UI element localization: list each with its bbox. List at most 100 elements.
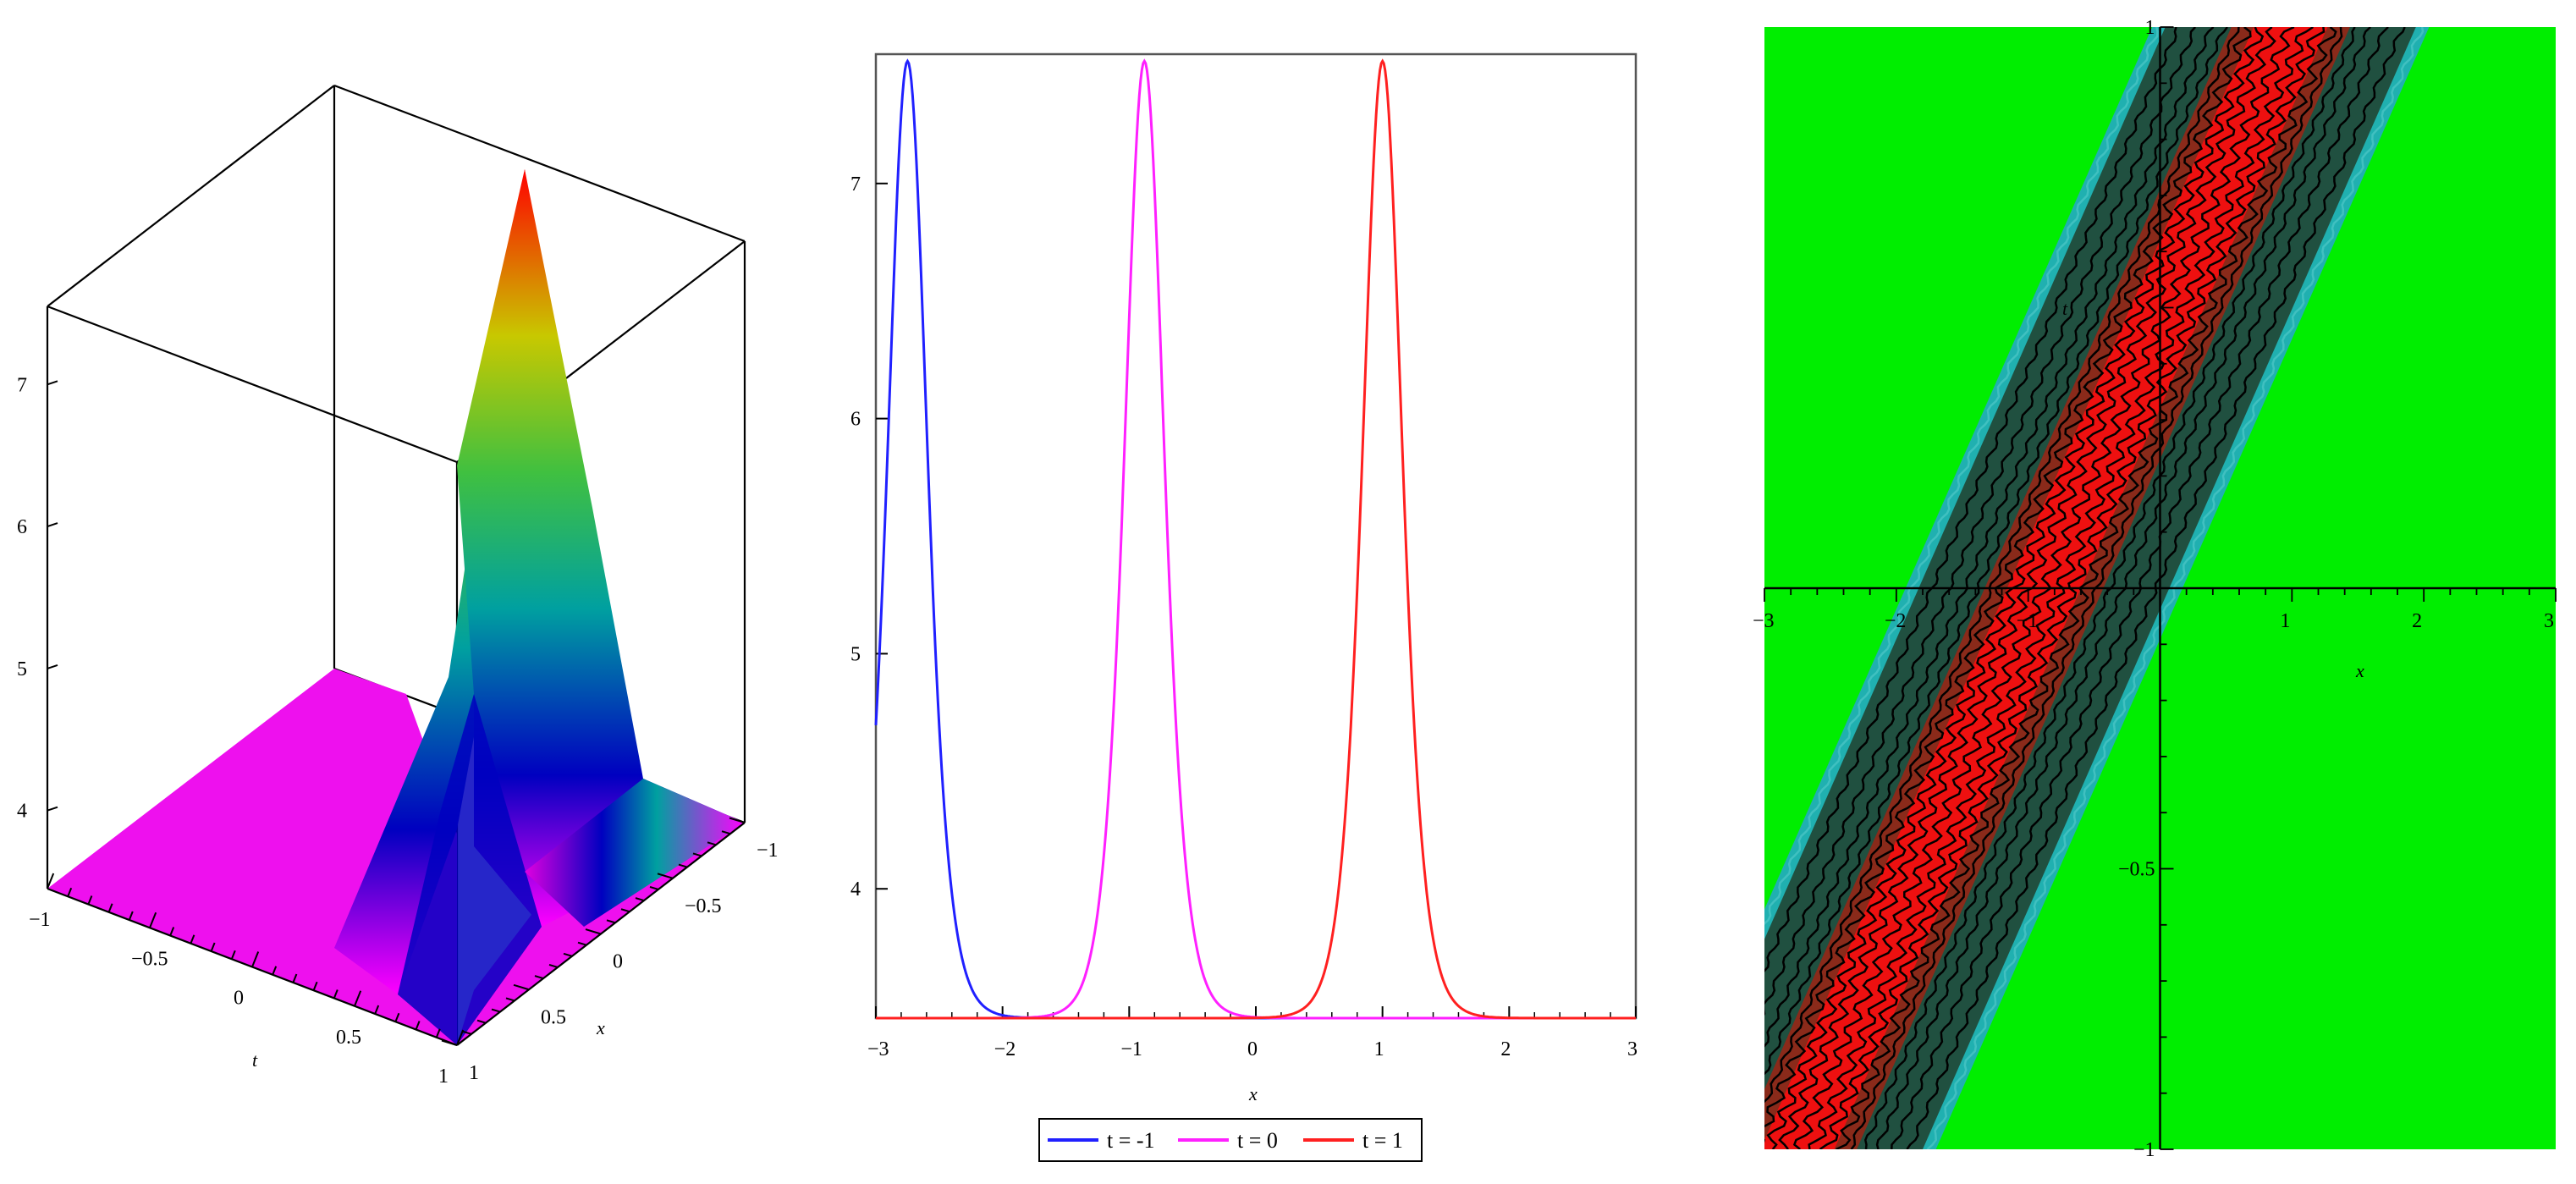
surface-ridge-slope [398, 694, 542, 1045]
legend-label-t-0: t = 0 [1237, 1128, 1278, 1153]
surface-x-tick [620, 908, 630, 913]
surface-x-tick [577, 941, 587, 946]
surface-x-tick [721, 830, 731, 835]
surface-t-tick [47, 873, 55, 889]
line-axes: −3 −2 −1 0 1 2 3 4 5 6 7 [850, 173, 1638, 1060]
line-legend: t = -1 t = 0 t = 1 [1038, 1118, 1423, 1162]
surface-x-tick [563, 952, 573, 957]
surface-z-ticks: 4 5 6 7 [17, 374, 58, 823]
line-series-1 [876, 58, 1636, 1020]
surface-x-tick [657, 873, 674, 879]
surface-x-tick [548, 963, 559, 968]
surface-t-tick [312, 981, 318, 991]
legend-label-t-1: t = 1 [1362, 1128, 1403, 1153]
surface-x-ticks: 1 0.5 0 −0.5 −1 [441, 817, 779, 1084]
surface-z-tick-label: 7 [17, 374, 27, 396]
surface-x-tick [441, 1039, 458, 1046]
surface-z-tick [47, 664, 58, 669]
surface-t-tick [292, 973, 298, 983]
contour-t-tick-label: −1 [2133, 1139, 2155, 1161]
surface-z-tick [47, 380, 58, 386]
legend-label-t-minus-1: t = -1 [1107, 1128, 1155, 1153]
surface-t-tick [128, 911, 134, 921]
contour-x-tick-label: 3 [2544, 610, 2554, 632]
surface-x-tick [505, 997, 515, 1002]
contour-axes: −3 −2 −1 1 2 3 −1 −0.5 1 [1753, 17, 2557, 1161]
surface-x-tick [462, 1030, 472, 1035]
surface-t-tick [210, 942, 216, 952]
line-panel: −3 −2 −1 0 1 2 3 4 5 6 7 x t = -1 t = 0 t = 1 [850, 52, 1638, 1162]
surface-z-tick [47, 522, 58, 528]
surface-t-tick-label: 0.5 [336, 1027, 361, 1049]
surface-x-tick [534, 975, 544, 980]
surface-t-tick [333, 989, 339, 999]
surface-t-tick [67, 887, 73, 897]
line-y-tick-label: 6 [850, 409, 861, 431]
surface-z-tick-label: 4 [17, 801, 27, 823]
surface-t-tick [354, 990, 362, 1007]
surface-x-tick [476, 1019, 487, 1024]
line-x-tick-label: −3 [867, 1038, 889, 1060]
surface-ridge-foot [525, 779, 745, 927]
surface-t-tick [415, 1021, 421, 1030]
line-x-tick-label: 0 [1247, 1038, 1258, 1060]
contour-x-tick-label: −1 [2017, 610, 2039, 632]
surface-x-tick [491, 1008, 501, 1013]
surface-t-ticks: −1 −0.5 0 0.5 1 [29, 873, 465, 1088]
surface-t-tick-label: −1 [29, 909, 51, 931]
line-y-tick-label: 5 [850, 643, 861, 665]
surface-t-tick [456, 1029, 465, 1046]
surface-x-tick [513, 983, 530, 991]
surface-x-label: x [596, 1017, 605, 1038]
surface-t-tick-label: 0 [234, 988, 244, 1010]
surface-t-tick-label: −0.5 [131, 948, 168, 970]
surface-t-tick [107, 903, 113, 913]
surface-x-tick [585, 928, 602, 935]
surface-t-tick [190, 934, 195, 944]
surface-t-tick [394, 1012, 400, 1022]
line-x-label: x [1248, 1083, 1258, 1104]
surface-t-tick-label: 1 [438, 1066, 449, 1088]
surface-t-tick [169, 927, 175, 936]
contour-x-label: x [2355, 660, 2364, 681]
surface-ridge-front [457, 169, 745, 927]
line-x-tick-label: 3 [1627, 1038, 1638, 1060]
surface-x-tick [678, 863, 688, 868]
contour-x-tick-label: 2 [2412, 610, 2422, 632]
surface-z-tick [47, 806, 58, 812]
line-x-tick-label: −2 [994, 1038, 1016, 1060]
surface-x-tick-label: 1 [469, 1062, 479, 1084]
surface-t-label: t [252, 1049, 258, 1071]
surface-x-tick-label: −1 [757, 840, 779, 862]
line-y-tick-label: 4 [850, 878, 861, 900]
line-series [874, 58, 1636, 1020]
contour-x-tick-label: −3 [1753, 610, 1775, 632]
surface-t-tick [435, 1028, 441, 1038]
contour-t-tick-label: 1 [2145, 17, 2155, 39]
contour-t-tick-label: −0.5 [2118, 859, 2155, 881]
contour-x-tick-label: 1 [2280, 610, 2290, 632]
surface-t-tick [230, 950, 236, 960]
contour-x-tick-label: −2 [1885, 610, 1907, 632]
surface-x-tick-label: −0.5 [685, 895, 722, 917]
line-series-2 [876, 58, 1636, 1020]
surface-t-tick [149, 911, 157, 928]
contour-t-label: t [2062, 298, 2068, 319]
surface-t-tick [87, 895, 93, 905]
surface-x-tick [729, 817, 746, 823]
surface-x-tick [649, 885, 659, 890]
surface-x-tick [707, 841, 717, 846]
surface-x-tick-label: 0 [613, 951, 623, 973]
surface-x-tick-label: 0.5 [541, 1006, 566, 1028]
surface-panel: 4 5 6 7 −1 −0.5 0 0.5 1 1 0.5 0 −0.5 −1 t x [17, 84, 779, 1088]
surface-t-tick [251, 951, 260, 967]
line-x-tick-label: 1 [1374, 1038, 1384, 1060]
line-y-tick-label: 7 [850, 173, 861, 195]
surface-x-tick [635, 897, 645, 902]
contour-panel: −3 −2 −1 1 2 3 −1 −0.5 1 x t [1753, 17, 2557, 1161]
surface-x-tick [606, 919, 616, 924]
surface-x-tick [692, 852, 702, 857]
line-x-tick-label: 2 [1500, 1038, 1511, 1060]
line-x-tick-label: −1 [1120, 1038, 1142, 1060]
surface-z-tick-label: 5 [17, 658, 27, 680]
